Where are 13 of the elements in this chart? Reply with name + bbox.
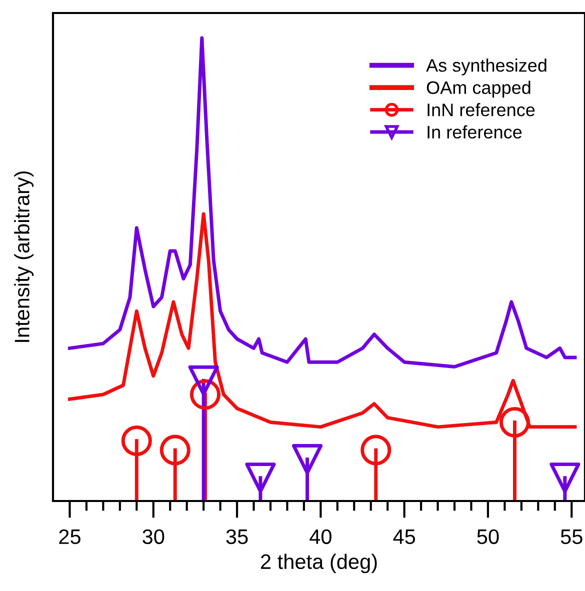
- x-tick-label: 25: [59, 529, 80, 544]
- legend-label: As synthesized: [426, 58, 546, 76]
- legend-label: OAm capped: [426, 80, 530, 98]
- x-tick-label: 50: [477, 529, 499, 544]
- legend-label: In reference: [428, 125, 522, 139]
- x-tick-label: 55: [560, 530, 582, 544]
- y-axis-title: Intensity (arbitrary): [14, 171, 34, 342]
- legend-label: InN reference: [428, 103, 535, 116]
- x-tick-label: 35: [226, 529, 248, 544]
- x-tick-label: 30: [142, 529, 164, 544]
- x-tick-label: 40: [310, 529, 332, 544]
- x-axis-title: 2 theta (deg): [260, 554, 377, 574]
- x-tick-label: 45: [393, 530, 416, 544]
